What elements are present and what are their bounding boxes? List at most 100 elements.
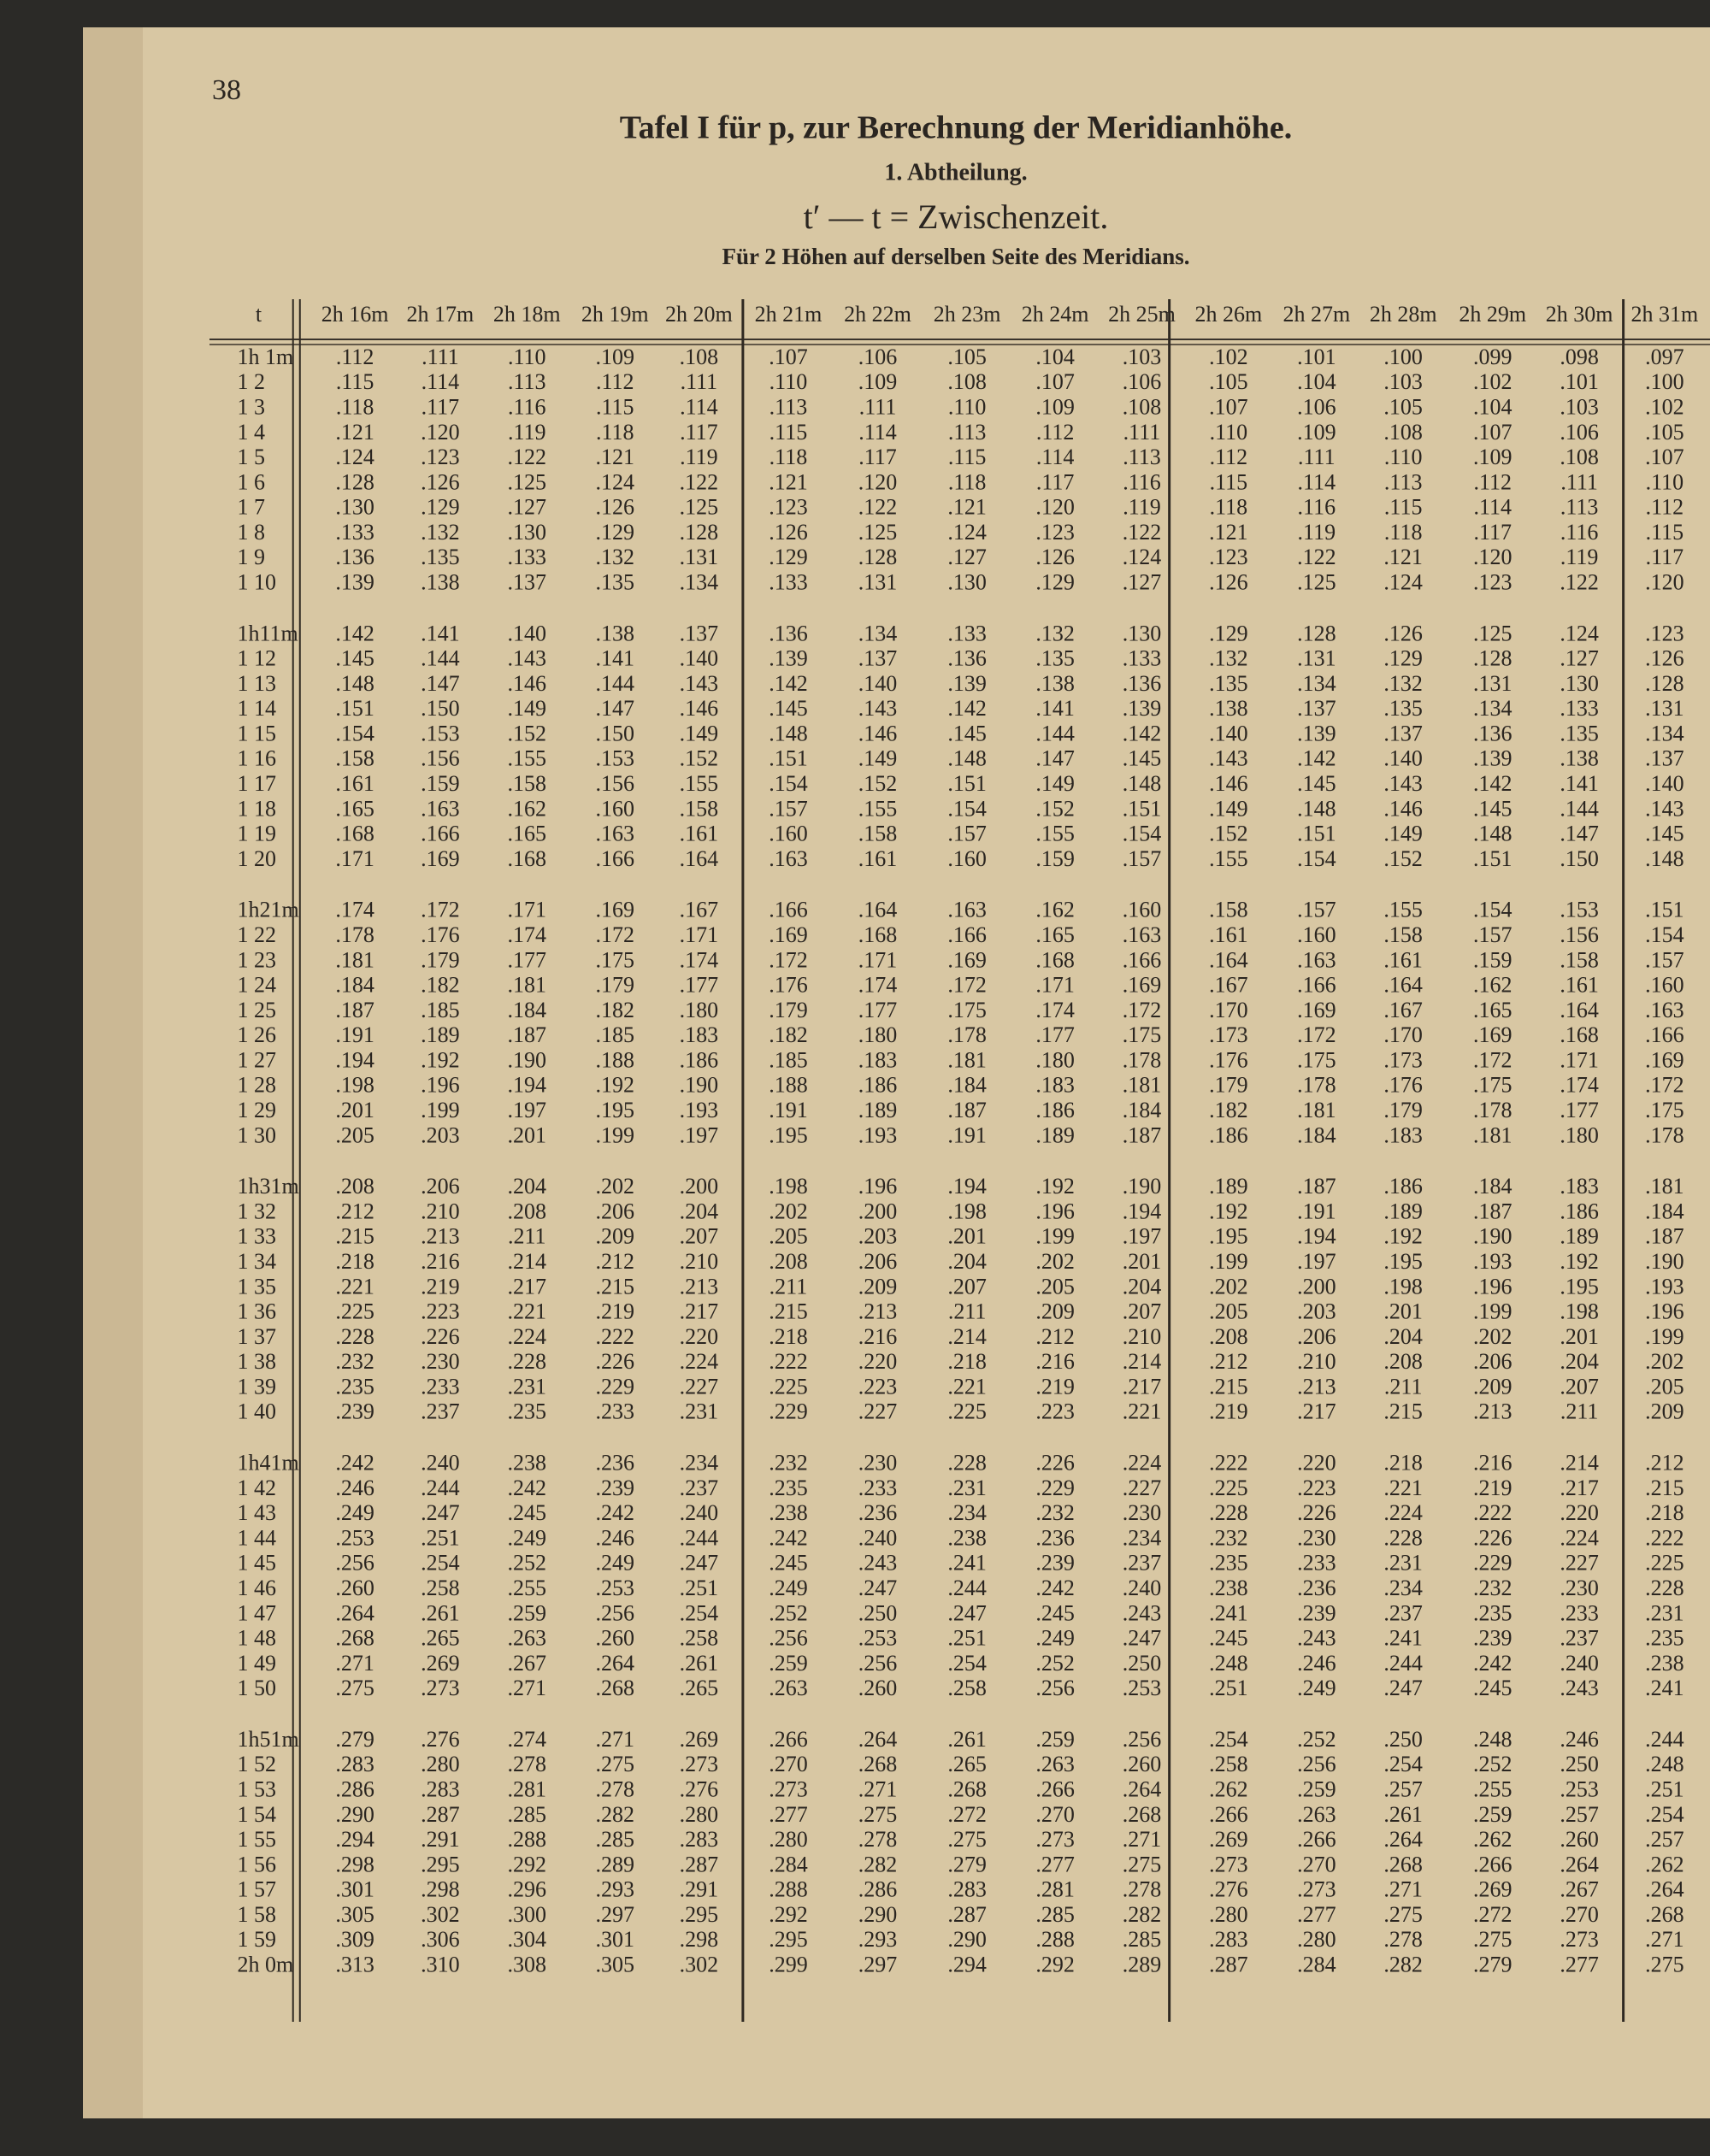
table-cell: .181 xyxy=(1645,1174,1684,1199)
row-label: 1 35 xyxy=(237,1274,276,1299)
row-label: 1 28 xyxy=(237,1073,276,1098)
table-cell: .198 xyxy=(1560,1299,1599,1324)
table-cell: .139 xyxy=(1473,746,1512,771)
table-cell: .197 xyxy=(680,1122,719,1147)
table-cell: .211 xyxy=(508,1224,546,1249)
table-cell: .283 xyxy=(947,1877,987,1902)
table-cell: .221 xyxy=(947,1374,987,1399)
row-label: 1h11m xyxy=(237,621,298,645)
table-cell: .210 xyxy=(421,1199,460,1223)
table-cell: .116 xyxy=(508,394,546,419)
table-cell: .236 xyxy=(1297,1576,1336,1600)
row-label: 1 50 xyxy=(237,1676,276,1700)
table-cell: .234 xyxy=(1123,1525,1162,1550)
table-cell: .116 xyxy=(1123,469,1161,494)
table-cell: .124 xyxy=(595,469,634,494)
table-cell: .268 xyxy=(335,1626,374,1651)
table-cell: .122 xyxy=(1560,569,1599,594)
table-cell: .146 xyxy=(507,671,546,696)
table-cell: .175 xyxy=(1645,1098,1684,1122)
table-cell: .104 xyxy=(1473,394,1512,419)
row-label: 1 22 xyxy=(237,922,276,947)
title: Tafel I für p, zur Berechnung der Meridi… xyxy=(620,110,1292,146)
table-cell: .271 xyxy=(1123,1827,1162,1852)
table-cell: .154 xyxy=(1645,922,1684,947)
table-cell: .174 xyxy=(1560,1073,1599,1098)
table-cell: .148 xyxy=(335,671,374,696)
table-cell: .173 xyxy=(1209,1022,1248,1047)
table-cell: .112 xyxy=(1210,445,1248,469)
table-cell: .236 xyxy=(595,1451,634,1476)
table-cell: .142 xyxy=(1123,721,1162,745)
table-cell: .107 xyxy=(1035,369,1075,394)
table-cell: .204 xyxy=(947,1249,987,1274)
table-cell: .267 xyxy=(507,1651,546,1676)
table-cell: .237 xyxy=(421,1399,460,1424)
table-cell: .120 xyxy=(858,469,898,494)
table-cell: .111 xyxy=(1298,445,1336,469)
table-cell: .240 xyxy=(1560,1651,1599,1676)
table-cell: .274 xyxy=(507,1727,546,1752)
table-cell: .186 xyxy=(1560,1199,1599,1223)
table-cell: .264 xyxy=(1123,1777,1162,1802)
table-cell: .132 xyxy=(1035,621,1075,645)
table-cell: .169 xyxy=(1297,998,1336,1022)
table-cell: .294 xyxy=(947,1953,987,1977)
table-cell: .131 xyxy=(680,545,719,569)
table-cell: .254 xyxy=(947,1651,987,1676)
table-cell: .255 xyxy=(507,1576,546,1600)
table-cell: .152 xyxy=(507,721,546,745)
table-cell: .214 xyxy=(1123,1349,1162,1374)
table-cell: .138 xyxy=(595,621,634,645)
table-cell: .208 xyxy=(507,1199,546,1223)
table-cell: .208 xyxy=(335,1174,374,1199)
row-label: 1h21m xyxy=(237,898,298,922)
table-cell: .263 xyxy=(507,1626,546,1651)
table-cell: .273 xyxy=(1297,1877,1336,1902)
table-cell: .114 xyxy=(422,369,460,394)
table-cell: .163 xyxy=(947,898,987,922)
table-cell: .233 xyxy=(1297,1551,1336,1576)
table-cell: .170 xyxy=(1383,1022,1423,1047)
table-cell: .204 xyxy=(1123,1274,1162,1299)
table-cell: .137 xyxy=(858,646,898,671)
table-cell: .103 xyxy=(1383,369,1423,394)
table-cell: .237 xyxy=(1383,1600,1423,1625)
table-cell: .160 xyxy=(595,796,634,821)
table-cell: .135 xyxy=(421,545,460,569)
column-header: 2h 27m xyxy=(1282,302,1350,327)
table-cell: .247 xyxy=(1123,1626,1162,1651)
table-cell: .158 xyxy=(335,746,374,771)
table-cell: .120 xyxy=(1035,495,1075,520)
table-cell: .233 xyxy=(858,1476,898,1500)
table-cell: .105 xyxy=(1645,420,1684,445)
table-cell: .156 xyxy=(595,771,634,796)
table-cell: .263 xyxy=(1297,1802,1336,1827)
table-cell: .239 xyxy=(1297,1600,1336,1625)
table-cell: .181 xyxy=(947,1047,987,1072)
table-cell: .134 xyxy=(1473,696,1512,721)
table-cell: .272 xyxy=(947,1802,987,1827)
row-label: 1 24 xyxy=(237,973,276,998)
table-cell: .232 xyxy=(1473,1576,1512,1600)
table-cell: .226 xyxy=(421,1324,460,1349)
table-cell: .144 xyxy=(421,646,460,671)
table-cell: .129 xyxy=(595,520,634,545)
table-cell: .233 xyxy=(1560,1600,1599,1625)
table-cell: .109 xyxy=(1297,420,1336,445)
table-cell: .107 xyxy=(1209,394,1248,419)
table-cell: .253 xyxy=(858,1626,898,1651)
table-cell: .116 xyxy=(1560,520,1599,545)
table-cell: .106 xyxy=(858,345,898,369)
table-cell: .192 xyxy=(1035,1174,1075,1199)
row-label: 1 52 xyxy=(237,1752,276,1776)
table-cell: .256 xyxy=(769,1626,808,1651)
table-cell: .257 xyxy=(1645,1827,1684,1852)
table-cell: .306 xyxy=(421,1927,460,1952)
table-cell: .174 xyxy=(680,947,719,972)
table-cell: .235 xyxy=(1473,1600,1512,1625)
table-cell: .242 xyxy=(1473,1651,1512,1676)
table-cell: .285 xyxy=(507,1802,546,1827)
table-cell: .196 xyxy=(858,1174,898,1199)
table-cell: .253 xyxy=(595,1576,634,1600)
